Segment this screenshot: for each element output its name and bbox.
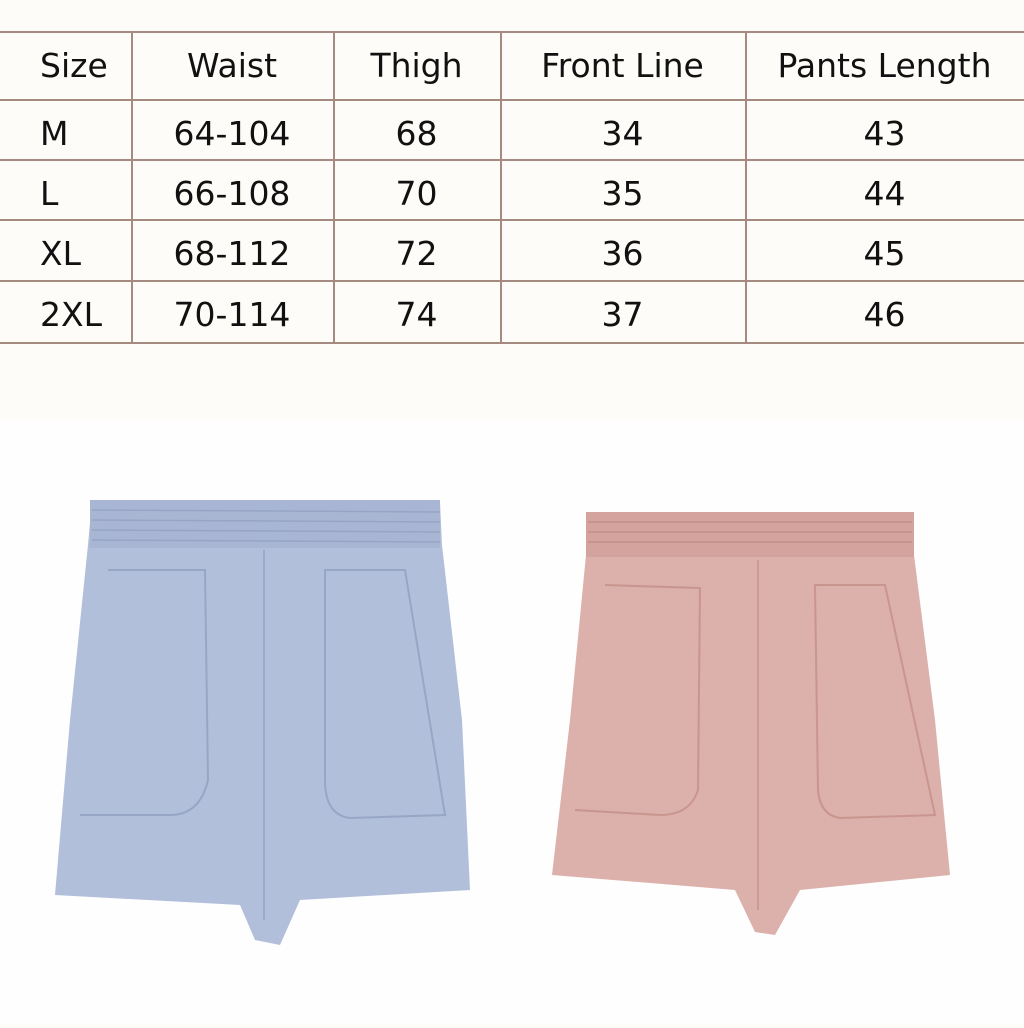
table-cell: 43 <box>863 114 906 153</box>
size-chart-table: Size Waist Thigh Front Line Pants Length M 64-… <box>0 31 1024 344</box>
table-cell: 64-104 <box>173 114 291 153</box>
table-border <box>333 31 335 344</box>
table-cell: M <box>40 114 69 153</box>
table-border <box>0 31 1024 33</box>
column-header: Thigh <box>370 46 463 85</box>
table-cell: 45 <box>863 234 906 273</box>
table-cell: 2XL <box>40 295 102 334</box>
table-cell: 68-112 <box>173 234 291 273</box>
table-border <box>131 31 133 344</box>
table-cell: L <box>40 174 59 213</box>
table-border <box>0 280 1024 282</box>
product-photo <box>0 420 1024 1024</box>
table-cell: 68 <box>395 114 438 153</box>
table-cell: 35 <box>601 174 644 213</box>
column-header: Front Line <box>541 46 704 85</box>
blue-shorts <box>55 500 470 945</box>
table-cell: 36 <box>601 234 644 273</box>
column-header: Size <box>40 46 108 85</box>
table-cell: 46 <box>863 295 906 334</box>
table-cell: XL <box>40 234 81 273</box>
pink-shorts <box>552 512 950 935</box>
table-border <box>0 219 1024 221</box>
table-cell: 70 <box>395 174 438 213</box>
table-cell: 74 <box>395 295 438 334</box>
table-border <box>500 31 502 344</box>
table-cell: 72 <box>395 234 438 273</box>
table-border <box>745 31 747 344</box>
table-cell: 34 <box>601 114 644 153</box>
table-border <box>0 159 1024 161</box>
table-cell: 70-114 <box>173 295 291 334</box>
table-border <box>0 99 1024 101</box>
column-header: Pants Length <box>777 46 992 85</box>
table-cell: 37 <box>601 295 644 334</box>
table-cell: 66-108 <box>173 174 291 213</box>
column-header: Waist <box>186 46 278 85</box>
table-cell: 44 <box>863 174 906 213</box>
table-border <box>0 342 1024 344</box>
